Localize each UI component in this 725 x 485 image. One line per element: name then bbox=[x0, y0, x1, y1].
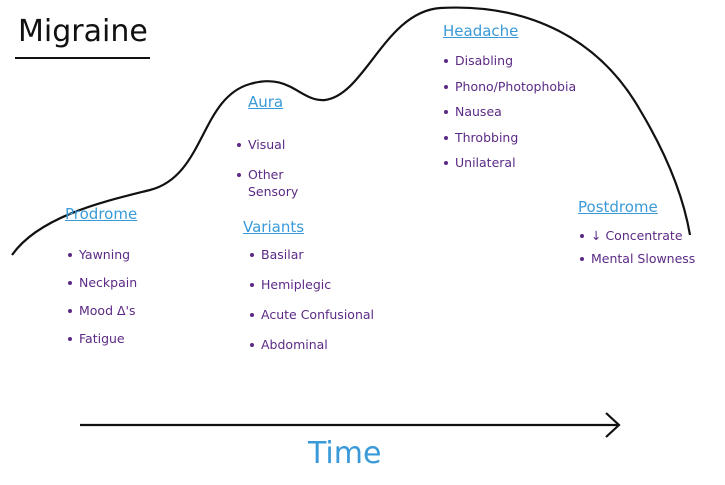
section-item: Phono/Photophobia bbox=[444, 78, 576, 95]
section-item: Neckpain bbox=[68, 274, 137, 291]
section-item: Mental Slowness bbox=[580, 250, 695, 267]
section-item: Hemiplegic bbox=[250, 276, 331, 293]
section-item: Fatigue bbox=[68, 330, 125, 347]
section-item: Disabling bbox=[444, 52, 513, 69]
axis-label: Time bbox=[308, 436, 382, 471]
section-item: Throbbing bbox=[444, 129, 518, 146]
title: Migraine bbox=[18, 14, 148, 49]
arrow-head bbox=[605, 412, 621, 438]
section-item: ↓ Concentrate bbox=[580, 227, 683, 244]
section-heading: Variants bbox=[243, 218, 305, 236]
section-heading: Headache bbox=[443, 22, 519, 40]
intensity-curve bbox=[11, 6, 692, 256]
section-item: Acute Confusional bbox=[250, 306, 374, 323]
section-item: Unilateral bbox=[444, 154, 516, 171]
section-item: Yawning bbox=[68, 246, 130, 263]
section-item: Visual bbox=[237, 136, 285, 153]
section-item: Other Sensory bbox=[237, 166, 308, 200]
section-item: Abdominal bbox=[250, 336, 328, 353]
section-item: Nausea bbox=[444, 103, 502, 120]
section-item: Mood Δ's bbox=[68, 302, 136, 319]
section-heading: Postdrome bbox=[578, 198, 658, 216]
section-heading: Prodrome bbox=[65, 205, 138, 223]
section-item: Basilar bbox=[250, 246, 304, 263]
section-heading: Aura bbox=[248, 93, 284, 111]
